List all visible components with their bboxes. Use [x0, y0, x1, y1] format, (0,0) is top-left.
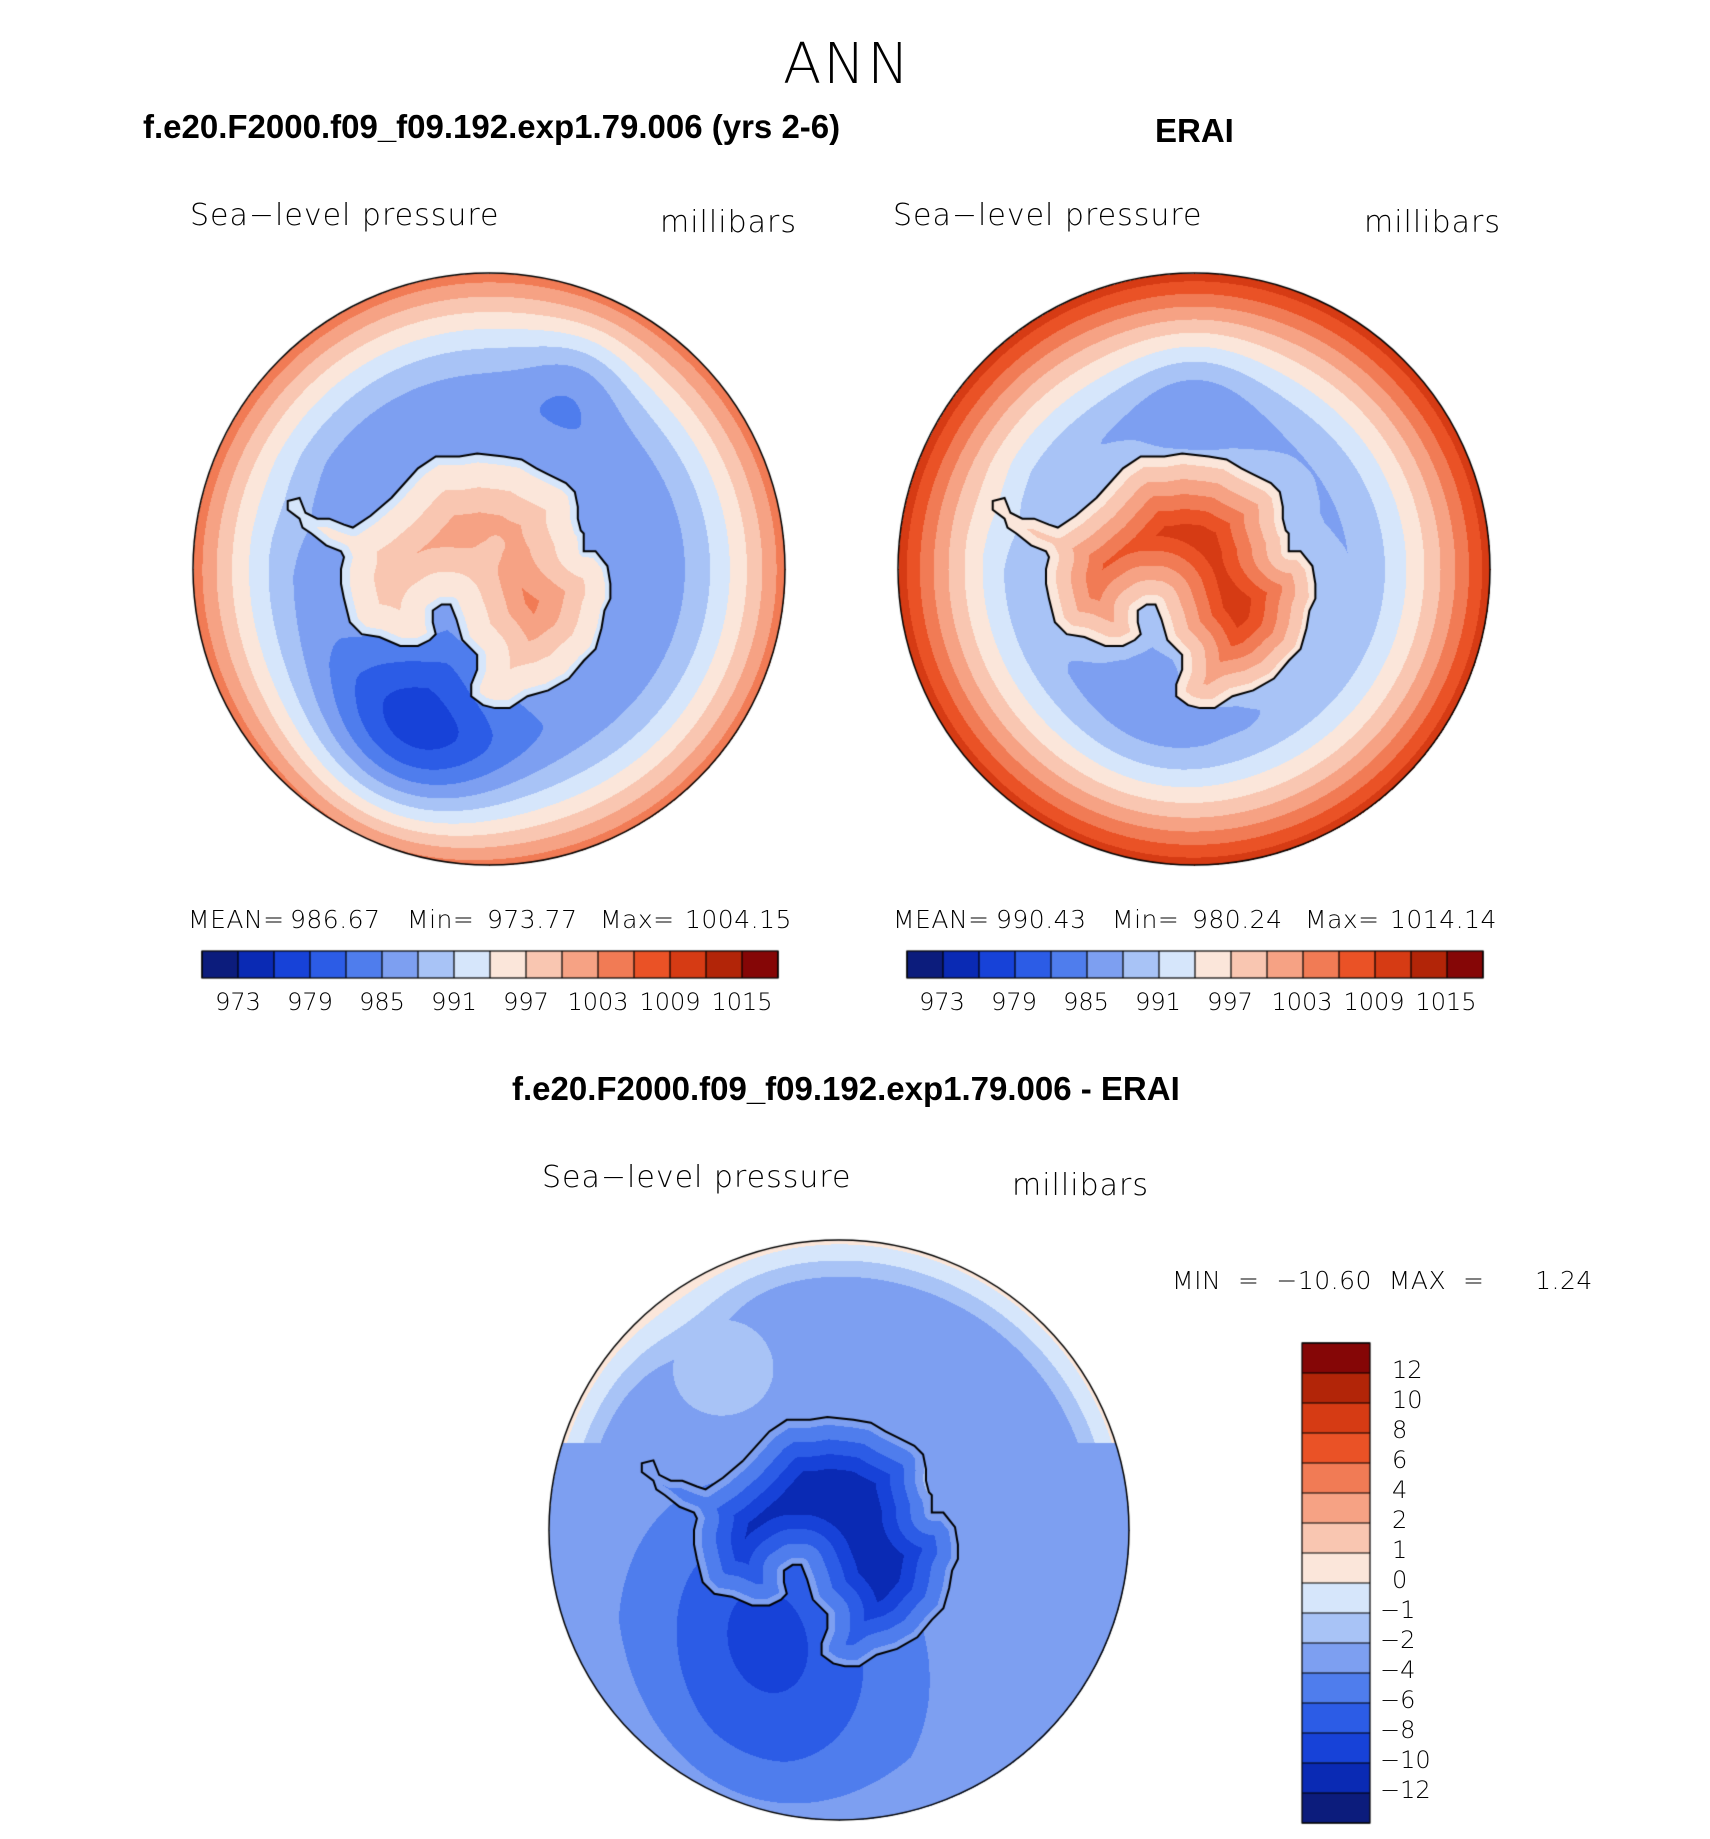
obs-mean-value: 990.43 [996, 905, 1087, 934]
obs-colorbar-tick: 973 [919, 988, 965, 1016]
diff-colorbar-tick: −10 [1380, 1746, 1431, 1774]
diff-minmax-label: MIN = −10.60 MAX = 1.24 [1172, 1266, 1593, 1295]
obs-colorbar-tick: 985 [1063, 988, 1109, 1016]
diff-colorbar-tick: −12 [1380, 1776, 1431, 1804]
diff-colorbar-tick: −2 [1380, 1626, 1416, 1654]
obs-panel-title: ERAI [1155, 112, 1234, 149]
model-colorbar-tick: 1015 [711, 988, 773, 1016]
diff-colorbar-tick: −4 [1380, 1656, 1416, 1684]
diff-panel-title: f.e20.F2000.f09_f09.192.exp1.79.006 - ER… [512, 1070, 1180, 1107]
obs-colorbar-tick: 997 [1207, 988, 1253, 1016]
model-panel-title: f.e20.F2000.f09_f09.192.exp1.79.006 (yrs… [143, 108, 841, 145]
model-max-value: 1004.15 [685, 905, 792, 934]
diff-colorbar-tick: 12 [1392, 1356, 1423, 1384]
obs-colorbar-tick: 1015 [1415, 988, 1477, 1016]
obs-max-value: 1014.14 [1390, 905, 1497, 934]
model-colorbar-tick: 997 [503, 988, 549, 1016]
model-colorbar-tick: 991 [431, 988, 477, 1016]
diff-colorbar-tick: −8 [1380, 1716, 1416, 1744]
model-colorbar-tick: 1009 [639, 988, 701, 1016]
obs-units-label: millibars [1364, 205, 1501, 240]
model-mean-label: MEAN= [188, 905, 285, 934]
diff-units-label: millibars [1012, 1168, 1149, 1203]
model-min-value: 973.77 [487, 905, 578, 934]
diff-colorbar-tick: −1 [1380, 1596, 1416, 1624]
obs-min-label: Min= [1112, 905, 1180, 934]
model-field-label: Sea−level pressure [190, 198, 500, 233]
model-max-label: Max= [600, 905, 675, 934]
obs-field-label: Sea−level pressure [893, 198, 1203, 233]
obs-min-value: 980.24 [1192, 905, 1283, 934]
obs-colorbar-tick: 1003 [1271, 988, 1333, 1016]
diff-colorbar-tick: −6 [1380, 1686, 1416, 1714]
diff-colorbar-tick: 8 [1392, 1416, 1408, 1444]
diff-colorbar-tick: 2 [1392, 1506, 1408, 1534]
model-colorbar-tick: 1003 [567, 988, 629, 1016]
obs-colorbar-tick: 979 [991, 988, 1037, 1016]
obs-max-label: Max= [1305, 905, 1380, 934]
diff-colorbar-tick: 1 [1392, 1536, 1408, 1564]
obs-mean-label: MEAN= [893, 905, 990, 934]
diff-colorbar-tick: 6 [1392, 1446, 1408, 1474]
diff-field-label: Sea−level pressure [542, 1160, 852, 1195]
model-min-label: Min= [407, 905, 475, 934]
diff-colorbar-tick: 0 [1392, 1566, 1408, 1594]
diff-colorbar-tick: 10 [1392, 1386, 1423, 1414]
model-units-label: millibars [660, 205, 797, 240]
model-colorbar-tick: 985 [359, 988, 405, 1016]
diff-colorbar-tick: 4 [1392, 1476, 1408, 1504]
obs-colorbar-tick: 1009 [1343, 988, 1405, 1016]
obs-colorbar-tick: 991 [1135, 988, 1181, 1016]
model-mean-value: 986.67 [290, 905, 381, 934]
season-title: ANN [783, 32, 912, 97]
model-colorbar-tick: 979 [287, 988, 333, 1016]
model-colorbar-tick: 973 [215, 988, 261, 1016]
